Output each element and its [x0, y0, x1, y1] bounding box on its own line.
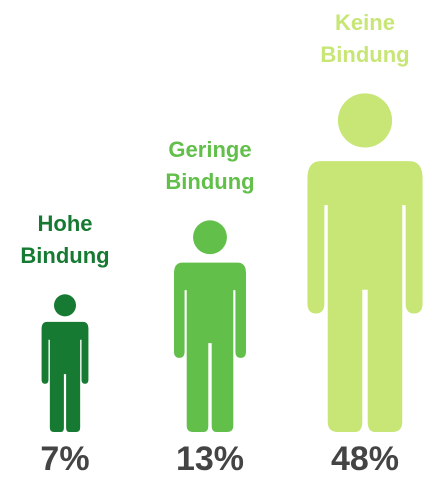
value-label: 7%: [40, 440, 90, 478]
category-label: Keine Bindung: [320, 10, 410, 68]
figure-head: [337, 93, 393, 148]
person-figure: [41, 294, 89, 432]
figure-body: [307, 161, 423, 432]
figure-head: [53, 294, 77, 317]
person-figure: [307, 93, 423, 432]
category-label: Hohe Bindung: [20, 211, 110, 269]
person-figure: [174, 220, 246, 432]
figure-body: [41, 321, 89, 432]
value-label: 48%: [330, 440, 400, 478]
figure-body: [174, 262, 246, 432]
value-label: 13%: [175, 440, 245, 478]
category-label: Geringe Bindung: [165, 137, 255, 195]
figure-head: [193, 220, 227, 255]
